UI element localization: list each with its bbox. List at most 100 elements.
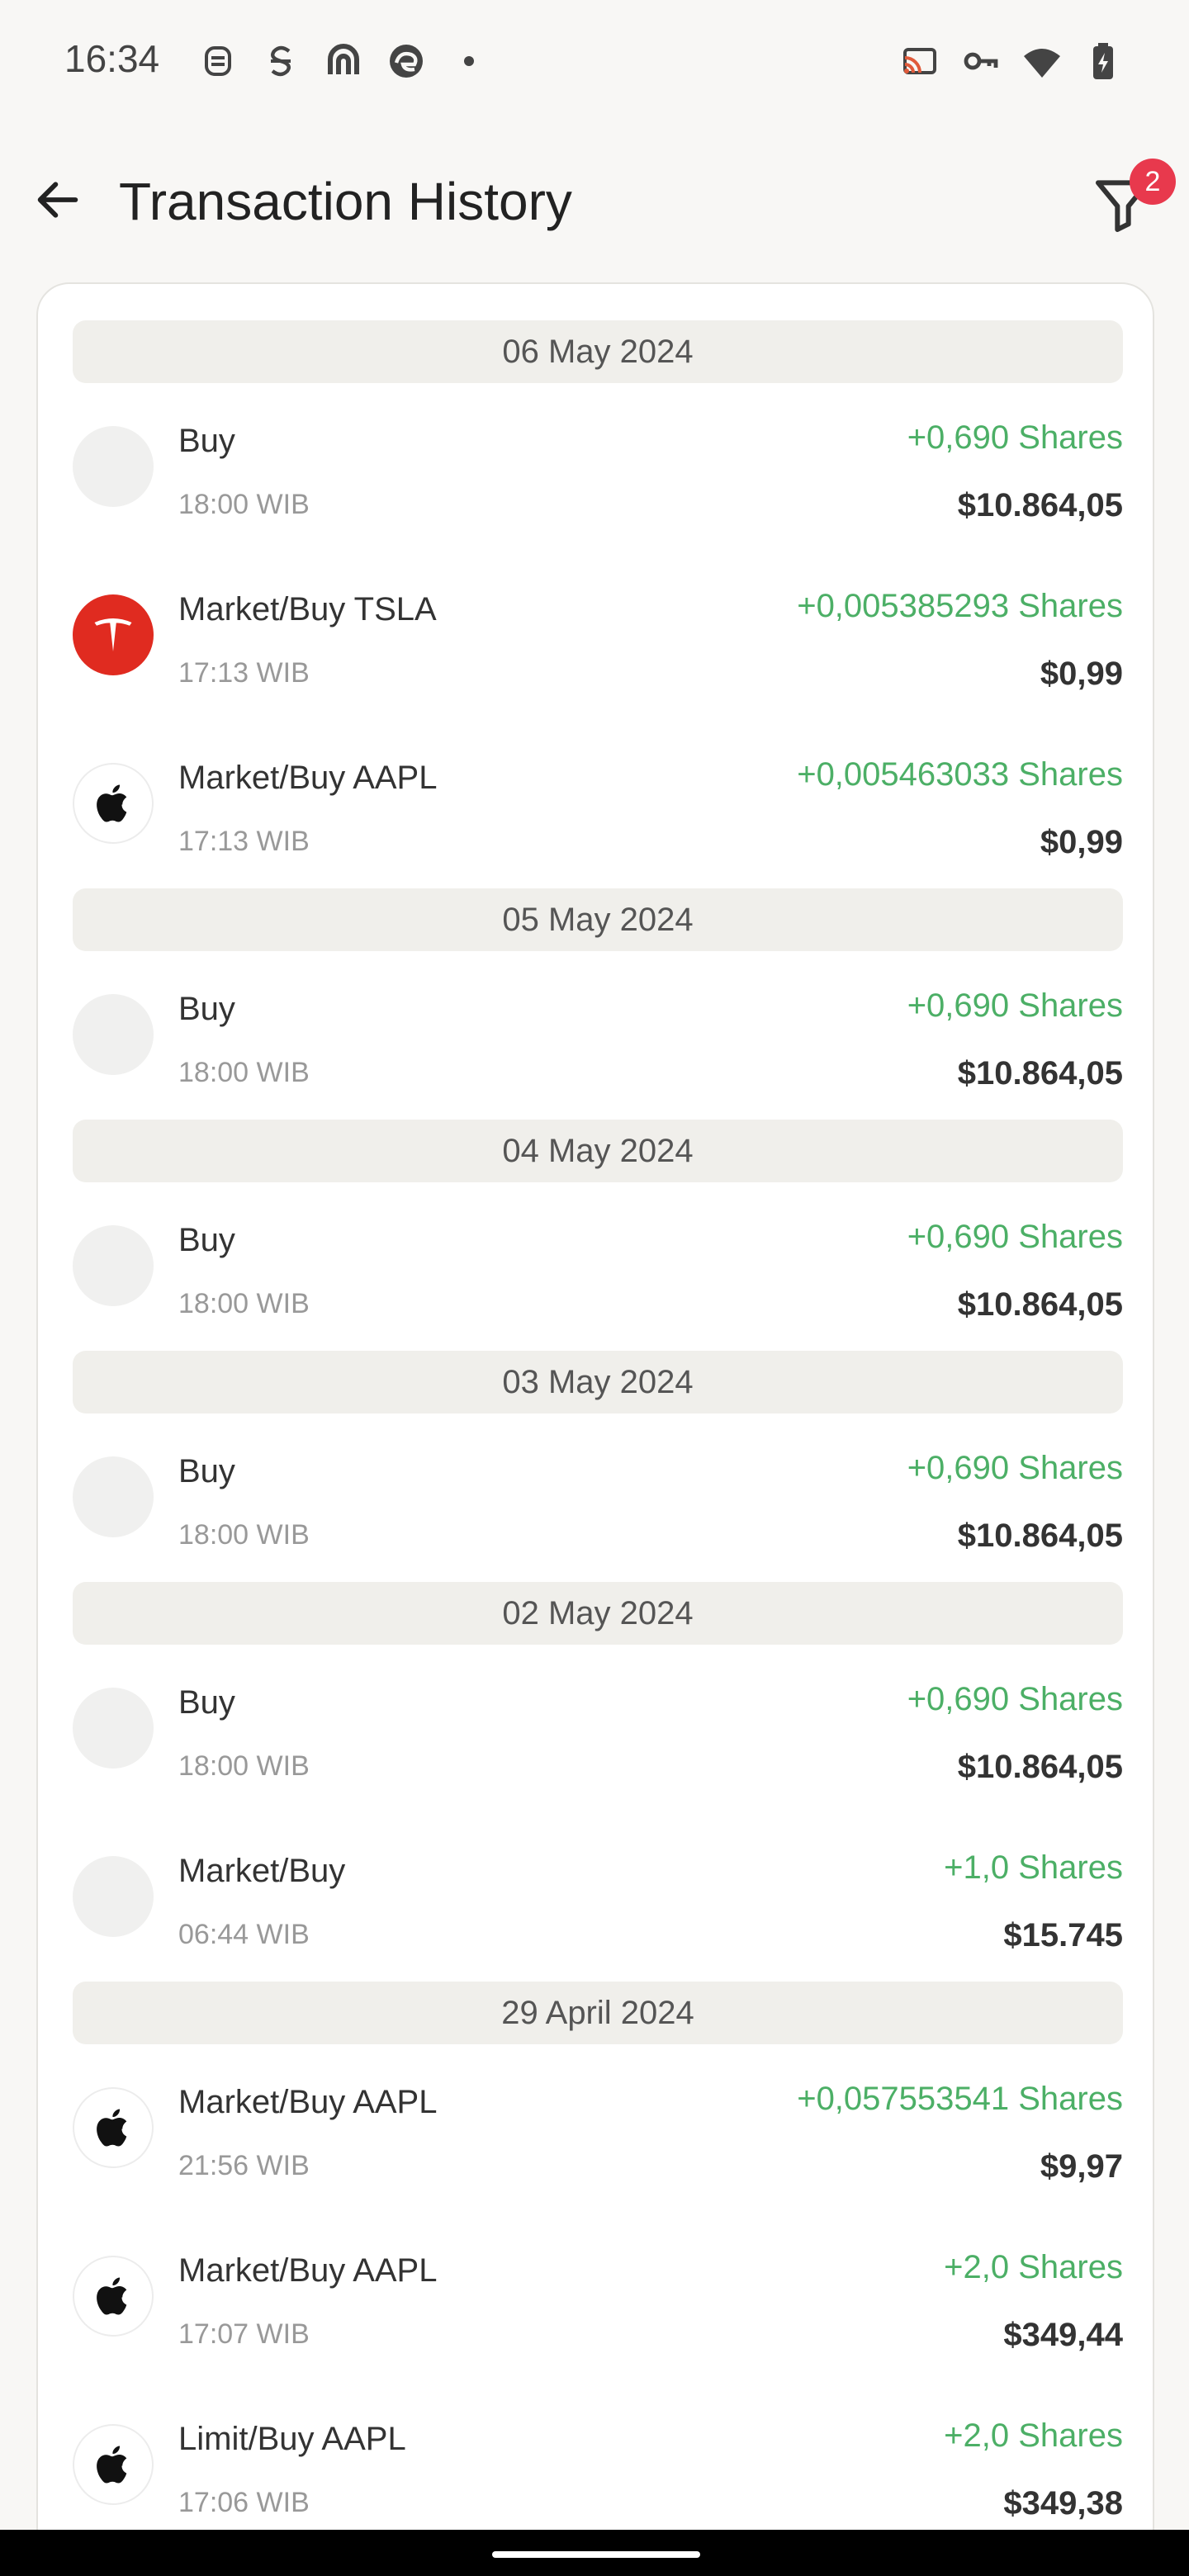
filter-button[interactable]: 2 (1082, 157, 1176, 239)
page-title: Transaction History (119, 172, 572, 231)
transaction-title: Buy (178, 991, 235, 1027)
transaction-time: 17:13 WIB (178, 657, 310, 689)
transaction-row[interactable]: Market/Buy 06:44 WIB +1,0 Shares $15.745 (73, 1813, 1123, 1982)
transaction-amount: $9,97 (1040, 2148, 1123, 2185)
transaction-list: 06 May 2024 Buy 18:00 WIB +0,690 Shares $10.… (73, 320, 1123, 2550)
status-time: 16:34 (64, 37, 160, 80)
date-header: 05 May 2024 (73, 888, 1123, 951)
date-header: 04 May 2024 (73, 1120, 1123, 1182)
tesla-logo-icon (94, 618, 132, 651)
transaction-title: Buy (178, 423, 235, 459)
transaction-list-card: 06 May 2024 Buy 18:00 WIB +0,690 Shares $10.… (36, 282, 1154, 2561)
transaction-shares: +2,0 Shares (944, 2417, 1123, 2454)
transaction-shares: +0,690 Shares (907, 419, 1123, 456)
date-header: 03 May 2024 (73, 1351, 1123, 1413)
date-header: 06 May 2024 (73, 320, 1123, 383)
transaction-row[interactable]: Buy 18:00 WIB +0,690 Shares $10.864,05 (73, 1645, 1123, 1813)
status-notification-icons (197, 40, 490, 83)
arrow-left-icon (37, 182, 78, 218)
transaction-row[interactable]: Buy 18:00 WIB +0,690 Shares $10.864,05 (73, 951, 1123, 1120)
transaction-amount: $349,38 (1003, 2485, 1123, 2522)
transaction-shares: +1,0 Shares (944, 1849, 1123, 1886)
transaction-shares: +0,690 Shares (907, 1450, 1123, 1486)
transaction-amount: $15.745 (1003, 1917, 1123, 1953)
tesla-avatar (73, 594, 154, 675)
transaction-time: 18:00 WIB (178, 1288, 310, 1319)
transaction-time: 17:13 WIB (178, 826, 310, 857)
transaction-row[interactable]: Limit/Buy AAPL 17:06 WIB +2,0 Shares $349,3… (73, 2381, 1123, 2550)
apple-logo-icon (97, 2277, 127, 2315)
wifi-icon (1021, 40, 1063, 83)
apple-logo-icon (97, 2446, 127, 2484)
status-system-icons (898, 40, 1125, 83)
apple-avatar (73, 763, 154, 844)
apple-avatar (73, 2256, 154, 2337)
status-bar: 16:34 (0, 0, 1189, 124)
transaction-title: Buy (178, 1222, 235, 1258)
placeholder-avatar (73, 1856, 154, 1937)
transaction-title: Buy (178, 1453, 235, 1489)
transaction-amount: $10.864,05 (957, 1055, 1123, 1091)
edge-icon (385, 40, 428, 83)
transaction-shares: +0,005385293 Shares (797, 588, 1123, 624)
app-bar: Transaction History 2 (0, 140, 1189, 264)
transaction-amount: $349,44 (1003, 2317, 1123, 2353)
transaction-shares: +2,0 Shares (944, 2249, 1123, 2285)
placeholder-avatar (73, 426, 154, 507)
navigation-bar (0, 2530, 1189, 2576)
placeholder-avatar (73, 1688, 154, 1769)
transaction-row[interactable]: Market/Buy AAPL 21:56 WIB +0,057553541 Sha… (73, 2044, 1123, 2213)
placeholder-avatar (73, 1456, 154, 1537)
transaction-time: 18:00 WIB (178, 489, 310, 520)
filter-count-badge: 2 (1130, 159, 1176, 205)
apple-logo-icon (97, 784, 127, 822)
notification-a-icon (197, 40, 239, 83)
transaction-time: 18:00 WIB (178, 1750, 310, 1782)
home-gesture-handle[interactable] (492, 2551, 700, 2558)
apple-avatar (73, 2087, 154, 2168)
apple-avatar (73, 2424, 154, 2505)
transaction-title: Market/Buy AAPL (178, 2252, 438, 2289)
transaction-title: Market/Buy (178, 1853, 346, 1889)
transaction-row[interactable]: Market/Buy AAPL 17:07 WIB +2,0 Shares $349,… (73, 2213, 1123, 2381)
cast-icon (898, 40, 941, 83)
transaction-amount: $10.864,05 (957, 487, 1123, 523)
placeholder-avatar (73, 994, 154, 1075)
transaction-time: 21:56 WIB (178, 2150, 310, 2181)
transaction-amount: $10.864,05 (957, 1286, 1123, 1323)
transaction-row[interactable]: Market/Buy TSLA 17:13 WIB +0,005385293 Sha… (73, 552, 1123, 720)
transaction-row[interactable]: Buy 18:00 WIB +0,690 Shares $10.864,05 (73, 383, 1123, 552)
transaction-title: Limit/Buy AAPL (178, 2421, 406, 2457)
transaction-time: 17:06 WIB (178, 2487, 310, 2518)
battery-charging-icon (1082, 40, 1125, 83)
transaction-amount: $0,99 (1040, 656, 1123, 692)
transaction-time: 17:07 WIB (178, 2318, 310, 2350)
vpn-key-icon (959, 40, 1002, 83)
apple-logo-icon (97, 2109, 127, 2147)
transaction-time: 18:00 WIB (178, 1519, 310, 1551)
date-header: 29 April 2024 (73, 1982, 1123, 2044)
transaction-title: Market/Buy TSLA (178, 591, 437, 627)
transaction-shares: +0,005463033 Shares (797, 756, 1123, 793)
transaction-row[interactable]: Market/Buy AAPL 17:13 WIB +0,005463033 Sha… (73, 720, 1123, 888)
transaction-row[interactable]: Buy 18:00 WIB +0,690 Shares $10.864,05 (73, 1413, 1123, 1582)
transaction-amount: $10.864,05 (957, 1518, 1123, 1554)
transaction-shares: +0,057553541 Shares (797, 2081, 1123, 2117)
more-dot-icon (448, 40, 490, 83)
transaction-shares: +0,690 Shares (907, 1681, 1123, 1717)
notification-s-icon (259, 40, 302, 83)
app-icon (322, 40, 365, 83)
transaction-amount: $10.864,05 (957, 1749, 1123, 1785)
transaction-title: Market/Buy AAPL (178, 760, 438, 796)
back-button[interactable] (28, 170, 88, 230)
date-header: 02 May 2024 (73, 1582, 1123, 1645)
placeholder-avatar (73, 1225, 154, 1306)
transaction-shares: +0,690 Shares (907, 1219, 1123, 1255)
transaction-row[interactable]: Buy 18:00 WIB +0,690 Shares $10.864,05 (73, 1182, 1123, 1351)
transaction-time: 18:00 WIB (178, 1057, 310, 1088)
transaction-title: Market/Buy AAPL (178, 2084, 438, 2120)
transaction-title: Buy (178, 1684, 235, 1721)
transaction-amount: $0,99 (1040, 824, 1123, 860)
transaction-time: 06:44 WIB (178, 1919, 310, 1950)
transaction-shares: +0,690 Shares (907, 987, 1123, 1024)
